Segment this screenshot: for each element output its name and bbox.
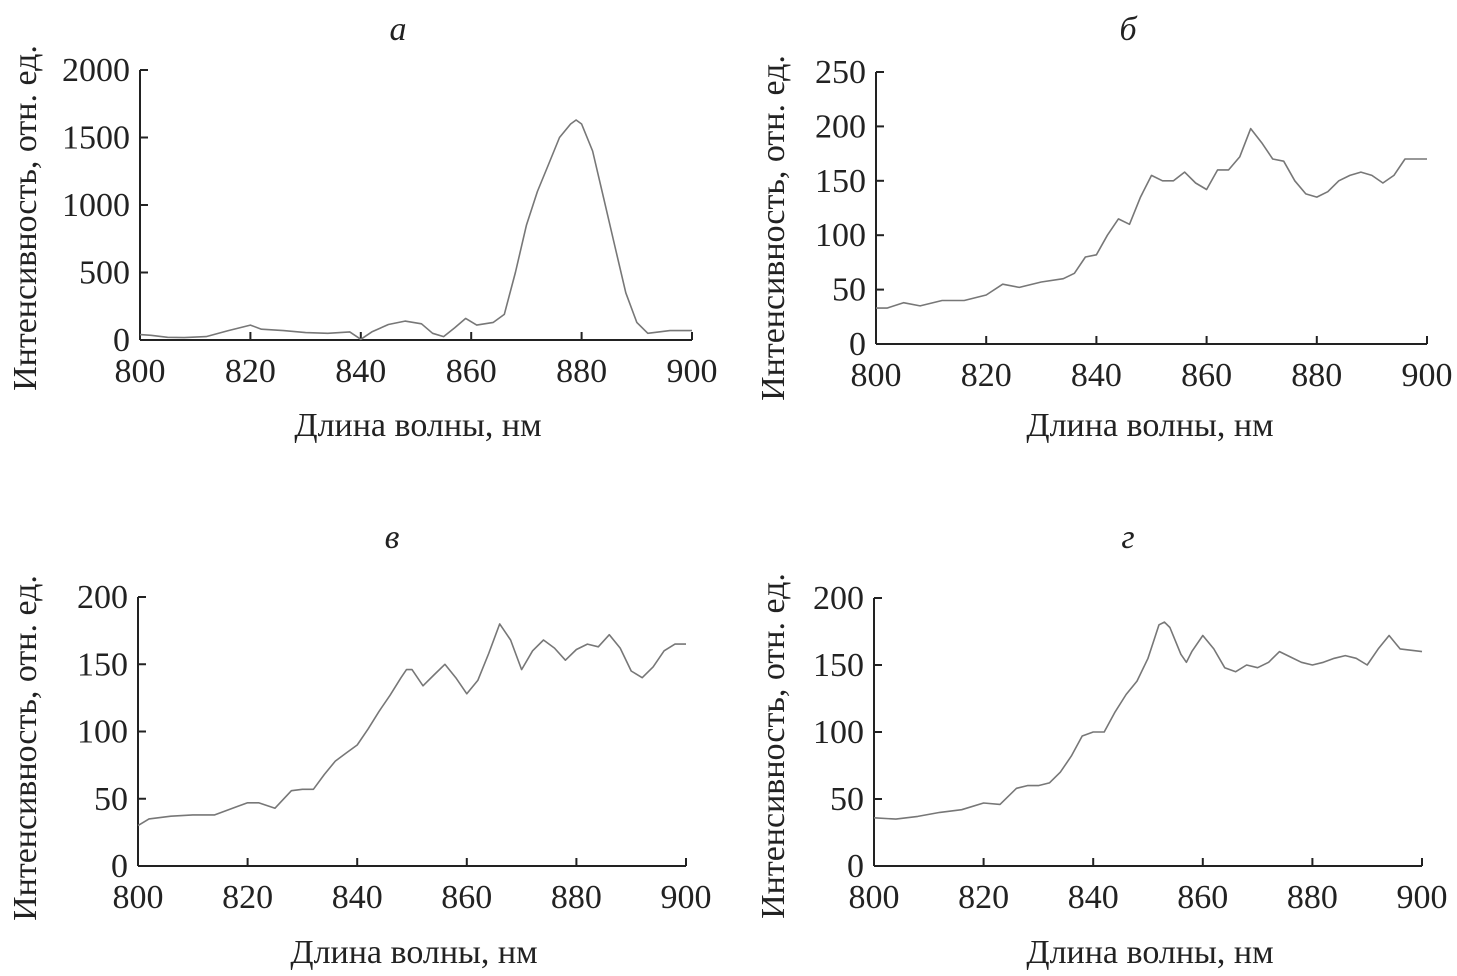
panel-d-x-tick-label-0: 800 — [849, 879, 900, 916]
panel-d-title: г — [1121, 519, 1134, 556]
panel-d-x-tick-label-3: 860 — [1177, 879, 1228, 916]
panel-b-y-tick-label-1: 50 — [832, 272, 866, 309]
panel-b-y-tick-label-4: 200 — [815, 108, 866, 145]
panel-a-y-tick-label-3: 1500 — [62, 120, 130, 157]
panel-d-ylabel: Интенсивность, отн. ед. — [755, 573, 792, 919]
panel-d-x-tick-label-1: 820 — [958, 879, 1009, 916]
panel-a-y-tick-label-0: 0 — [113, 322, 130, 359]
panel-c-x-tick-label-4: 880 — [551, 879, 602, 916]
panel-b-title: б — [1119, 11, 1138, 48]
panel-d-xlabel: Длина волны, нм — [1026, 934, 1273, 971]
panel-b-y-tick-label-2: 100 — [815, 217, 866, 254]
panel-a-x-tick-label-5: 900 — [667, 353, 718, 390]
panel-b-ylabel: Интенсивность, отн. ед. — [755, 55, 792, 401]
panel-a-title: а — [390, 11, 407, 48]
panel-b-plot: 0 50 100 150 200 250 800 820 840 860 880 900 — [815, 54, 1453, 394]
panel-a-x-tick-label-3: 860 — [446, 353, 497, 390]
panel-b-xlabel: Длина волны, нм — [1026, 407, 1273, 444]
panel-a-x-tick-label-4: 880 — [556, 353, 607, 390]
panel-b-x-tick-label-4: 880 — [1291, 357, 1342, 394]
panel-d-series-line-0 — [873, 621, 1423, 820]
panel-d-y-tick-label-1: 50 — [830, 781, 864, 818]
panel-d-x-tick-label-5: 900 — [1397, 879, 1448, 916]
panel-c-title: в — [385, 519, 400, 556]
panel-a-series-line-0 — [139, 119, 692, 341]
panel-b-y-tick-label-0: 0 — [849, 326, 866, 363]
panel-a: а Интенсивность, отн. ед. Длина волны, н… — [7, 11, 718, 444]
panel-a-y-tick-label-2: 1000 — [62, 187, 130, 224]
panel-c-ylabel: Интенсивность, отн. ед. — [7, 575, 44, 921]
panel-a-y-tick-label-1: 500 — [79, 255, 130, 292]
panel-d-y-tick-label-0: 0 — [847, 848, 864, 885]
panel-c: в Интенсивность, отн. ед. Длина волны, н… — [7, 519, 712, 971]
panel-b-x-tick-label-1: 820 — [961, 357, 1012, 394]
panel-a-xlabel: Длина волны, нм — [294, 407, 541, 444]
panel-c-x-tick-label-3: 860 — [441, 879, 492, 916]
panel-c-y-tick-label-4: 200 — [77, 579, 128, 616]
panel-c-xlabel: Длина волны, нм — [290, 934, 537, 971]
panel-d-y-tick-label-4: 200 — [813, 580, 864, 617]
panel-a-plot: 0 500 1000 1500 2000 800 820 840 860 880 900 — [62, 52, 718, 390]
panel-c-x-tick-label-0: 800 — [113, 879, 164, 916]
panel-d: г Интенсивность, отн. ед. Длина волны, н… — [755, 519, 1448, 971]
panel-c-y-tick-label-0: 0 — [111, 848, 128, 885]
panel-c-plot: 0 50 100 150 200 800 820 840 860 880 900 — [77, 579, 712, 916]
panel-c-x-tick-label-5: 900 — [661, 879, 712, 916]
panel-c-series-line-0 — [137, 623, 686, 827]
panel-c-y-tick-label-1: 50 — [94, 781, 128, 818]
panel-a-y-tick-label-4: 2000 — [62, 52, 130, 89]
panel-d-y-tick-label-2: 100 — [813, 714, 864, 751]
panel-b-series-line-0 — [876, 127, 1427, 309]
panel-b-x-tick-label-2: 840 — [1071, 357, 1122, 394]
panel-b-x-tick-label-5: 900 — [1402, 357, 1453, 394]
panel-a-x-tick-label-0: 800 — [115, 353, 166, 390]
panel-b-y-tick-label-5: 250 — [815, 54, 866, 91]
panel-d-y-tick-label-3: 150 — [813, 647, 864, 684]
panel-d-plot: 0 50 100 150 200 800 820 840 860 880 900 — [813, 580, 1448, 916]
panel-b-x-tick-label-0: 800 — [851, 357, 902, 394]
panel-a-x-tick-label-2: 840 — [335, 353, 386, 390]
panel-d-x-tick-label-2: 840 — [1068, 879, 1119, 916]
panel-c-x-tick-label-1: 820 — [222, 879, 273, 916]
panel-c-y-tick-label-3: 150 — [77, 646, 128, 683]
panel-b: б Интенсивность, отн. ед. Длина волны, н… — [755, 11, 1453, 444]
panel-a-x-tick-label-1: 820 — [225, 353, 276, 390]
panel-a-ylabel: Интенсивность, отн. ед. — [7, 45, 44, 391]
panel-d-x-tick-label-4: 880 — [1287, 879, 1338, 916]
panel-c-y-tick-label-2: 100 — [77, 714, 128, 751]
panel-c-x-tick-label-2: 840 — [332, 879, 383, 916]
panel-b-x-tick-label-3: 860 — [1181, 357, 1232, 394]
panel-b-y-tick-label-3: 150 — [815, 163, 866, 200]
